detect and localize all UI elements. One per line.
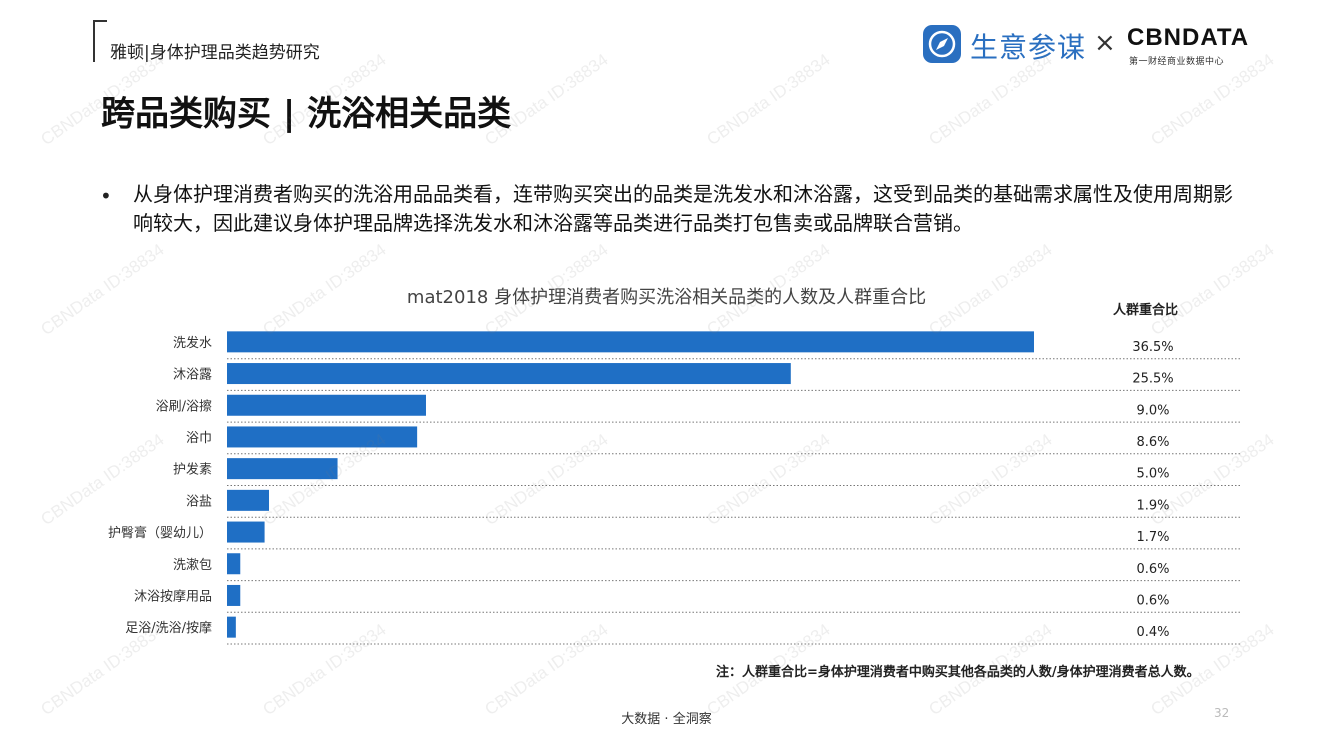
chart-title-text: mat2018 身体护理消费者购买洗浴相关品类的人数及人群重合比 bbox=[406, 287, 927, 308]
compass-icon bbox=[923, 25, 961, 63]
chart-title: mat2018 身体护理消费者购买洗浴相关品类的人数及人群重合比 bbox=[0, 283, 1333, 309]
footnote: 注：人群重合比=身体护理消费者中购买其他各品类的人数/身体护理消费者总人数。 bbox=[716, 665, 1200, 680]
bar bbox=[227, 521, 265, 543]
bar bbox=[227, 331, 1034, 353]
category-label: 足浴/洗浴/按摩 bbox=[125, 620, 212, 636]
bar bbox=[227, 363, 791, 385]
category-label: 洗漱包 bbox=[173, 558, 212, 573]
times-symbol: × bbox=[1094, 28, 1116, 58]
bar bbox=[227, 394, 426, 416]
category-label: 沐浴露 bbox=[173, 368, 212, 383]
value-label: 0.6% bbox=[1136, 562, 1169, 577]
bar bbox=[227, 553, 241, 575]
category-label: 浴刷/浴擦 bbox=[156, 399, 212, 414]
category-label: 洗发水 bbox=[173, 335, 212, 351]
cbndata-subtitle: 第一财经商业数据中心 bbox=[1129, 57, 1225, 67]
value-label: 9.0% bbox=[1136, 403, 1169, 418]
bar bbox=[227, 426, 418, 448]
category-label: 浴巾 bbox=[186, 431, 212, 446]
bar bbox=[227, 584, 241, 606]
value-label: 36.5% bbox=[1132, 340, 1173, 355]
cbndata-logo-text: CBNDATA bbox=[1127, 24, 1250, 51]
page-title: 跨品类购买 | 洗浴相关品类 bbox=[101, 94, 512, 134]
footer-slogan: 大数据 · 全洞察 bbox=[621, 712, 712, 727]
ratio-column-header: 人群重合比 bbox=[1113, 303, 1179, 318]
brand-name: 生意参谋 bbox=[970, 31, 1087, 64]
header-bracket bbox=[93, 20, 107, 62]
bullet-text: 从身体护理消费者购买的洗浴用品品类看，连带购买突出的品类是洗发水和沐浴露，这受到… bbox=[133, 182, 1233, 235]
bar bbox=[227, 458, 338, 480]
category-label: 护发素 bbox=[173, 462, 212, 478]
value-label: 5.0% bbox=[1136, 467, 1169, 482]
logo-group: 生意参谋 × CBNDATA 第一财经商业数据中心 bbox=[922, 22, 1248, 67]
value-label: 1.9% bbox=[1136, 498, 1169, 513]
value-label: 1.7% bbox=[1136, 530, 1169, 545]
value-label: 8.6% bbox=[1136, 435, 1169, 450]
category-label: 沐浴按摩用品 bbox=[134, 588, 212, 604]
value-label: 25.5% bbox=[1132, 372, 1173, 387]
report-title: 雅顿|身体护理品类趋势研究 bbox=[110, 43, 320, 63]
category-label: 护臀膏（婴幼儿） bbox=[108, 525, 212, 541]
category-label: 浴盐 bbox=[186, 494, 212, 509]
bullet-dot: • bbox=[100, 184, 112, 208]
value-label: 0.4% bbox=[1136, 625, 1169, 640]
value-label: 0.6% bbox=[1136, 593, 1169, 608]
bar bbox=[227, 489, 270, 511]
bar bbox=[227, 616, 236, 638]
page-number: 32 bbox=[1214, 706, 1230, 720]
